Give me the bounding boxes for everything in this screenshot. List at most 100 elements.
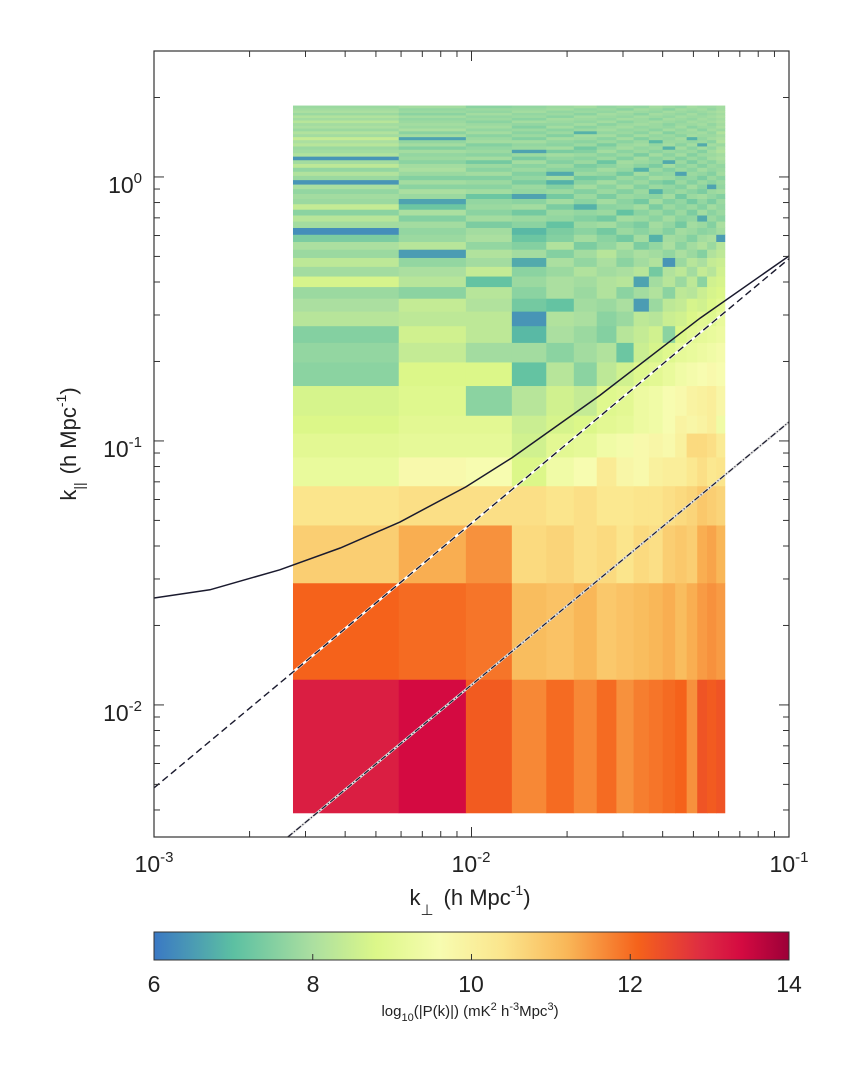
heatmap-cell [707, 156, 717, 161]
heatmap-cell [633, 342, 650, 363]
heatmap-cell [465, 122, 513, 126]
x-tick-label: 10-2 [452, 849, 491, 877]
heatmap-cell [546, 298, 575, 312]
heatmap-cell [616, 117, 634, 121]
heatmap-cell [675, 128, 688, 132]
heatmap-cell [596, 179, 617, 185]
heatmap-cell [707, 188, 717, 194]
heatmap-cell [633, 146, 650, 150]
heatmap-cell [675, 415, 688, 434]
heatmap-cell [675, 311, 688, 327]
heatmap-cell [675, 152, 688, 157]
heatmap-cell [398, 152, 467, 157]
heatmap-cell [707, 679, 717, 814]
heatmap-cell [292, 146, 400, 150]
heatmap-cell [716, 415, 726, 434]
heatmap-cell [546, 433, 575, 458]
heatmap-cell [465, 107, 513, 111]
heatmap-cell [648, 142, 664, 147]
heatmap-cell [716, 107, 726, 111]
heatmap-cell [675, 146, 688, 150]
heatmap-cell [633, 221, 650, 228]
colorbar-label: log10(|P(k)|) (mK2 h-3Mpc3) [381, 1001, 558, 1024]
heatmap-cell [648, 385, 664, 416]
heatmap-cell [648, 257, 664, 267]
heatmap-cell [616, 276, 634, 288]
heatmap-cell [465, 415, 513, 434]
heatmap-cell [662, 136, 676, 141]
heatmap-cell [716, 128, 726, 132]
heatmap-cell [465, 221, 513, 228]
heatmap-cell [398, 227, 467, 235]
heatmap-cell [616, 582, 634, 680]
heatmap-cell [616, 241, 634, 250]
heatmap-cell [707, 110, 717, 113]
heatmap-cell [465, 286, 513, 299]
heatmap-cell [465, 163, 513, 168]
heatmap-cell [573, 125, 598, 129]
heatmap-cell [465, 276, 513, 288]
heatmap-cell [675, 139, 688, 144]
heatmap-cell [292, 184, 400, 190]
heatmap-cell [675, 362, 688, 387]
heatmap-cell [716, 122, 726, 126]
heatmap-cell [697, 311, 708, 327]
heatmap-cell [662, 117, 676, 121]
heatmap-cell [675, 249, 688, 258]
heatmap-cell [546, 385, 575, 416]
heatmap-cell [707, 171, 717, 176]
heatmap-cell [648, 115, 664, 118]
heatmap-cell [633, 110, 650, 113]
heatmap-cell [398, 149, 467, 154]
heatmap-cell [686, 146, 698, 150]
heatmap-cell [686, 110, 698, 113]
heatmap-cell [686, 142, 698, 147]
heatmap-cell [697, 156, 708, 161]
heatmap-cell [465, 582, 513, 680]
heatmap-cell [648, 266, 664, 277]
heatmap-cell [707, 152, 717, 157]
heatmap-cell [573, 117, 598, 121]
heatmap-cell [292, 152, 400, 157]
heatmap-cell [648, 133, 664, 138]
heatmap-cell [398, 159, 467, 164]
heatmap-cell [292, 342, 400, 363]
heatmap-cell [697, 128, 708, 132]
heatmap-cell [686, 120, 698, 124]
heatmap-cell [648, 582, 664, 680]
heatmap-cell [633, 485, 650, 526]
heatmap-cell [398, 120, 467, 124]
heatmap-cell [662, 485, 676, 526]
heatmap-cell [648, 241, 664, 250]
heatmap-cell [716, 175, 726, 181]
heatmap-cell [465, 142, 513, 147]
dashed-line [154, 258, 789, 789]
heatmap-cell [716, 156, 726, 161]
heatmap-cell [511, 679, 547, 814]
heatmap-cell [596, 167, 617, 172]
heatmap-cell [662, 146, 676, 150]
heatmap-cell [596, 209, 617, 216]
heatmap-cell [292, 125, 400, 129]
heatmap-cell [616, 139, 634, 144]
heatmap-cell [716, 130, 726, 135]
heatmap-cell [697, 433, 708, 458]
heatmap-cell [398, 221, 467, 228]
heatmap-cell [465, 342, 513, 363]
heatmap-cell [398, 311, 467, 327]
heatmap-cell [511, 130, 547, 135]
heatmap-cell [707, 203, 717, 210]
heatmap-cell [398, 286, 467, 299]
heatmap-cell [662, 198, 676, 205]
heatmap-cell [292, 221, 400, 228]
heatmap-cell [465, 136, 513, 141]
heatmap-cell [511, 159, 547, 164]
heatmap-cell [573, 215, 598, 222]
heatmap-cell [398, 142, 467, 147]
heatmap-cell [511, 342, 547, 363]
heatmap-cell [573, 298, 598, 312]
heatmap-cell [697, 139, 708, 144]
heatmap-cell [662, 133, 676, 138]
heatmap-cell [398, 128, 467, 132]
heatmap-cell [465, 311, 513, 327]
